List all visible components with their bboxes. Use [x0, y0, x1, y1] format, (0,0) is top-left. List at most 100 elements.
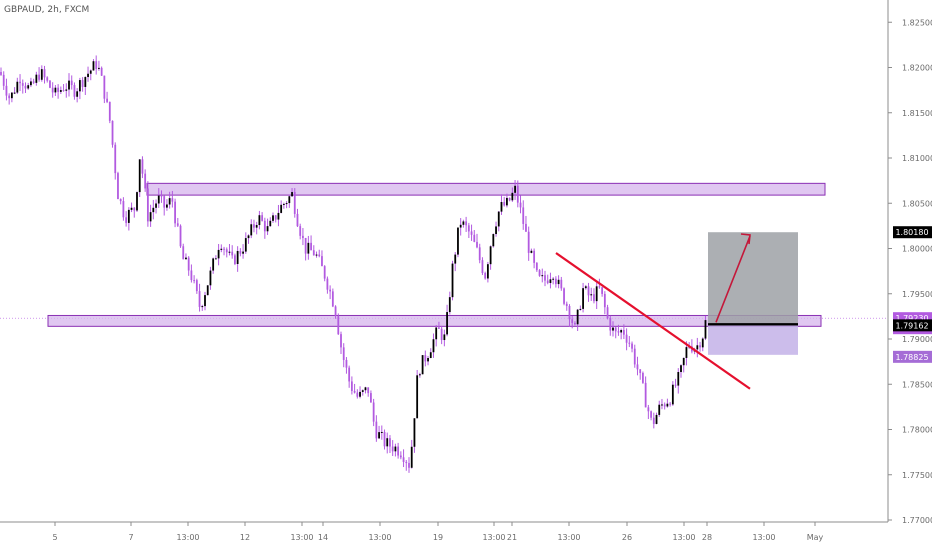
candle	[81, 77, 84, 92]
candle	[666, 398, 669, 408]
candle-body	[639, 369, 642, 373]
candle-body	[201, 306, 204, 308]
candle-body	[234, 255, 236, 265]
candle	[190, 264, 193, 283]
arrow-head	[740, 233, 751, 245]
target-price-tag-text: 1.80180	[895, 228, 928, 237]
candle-body	[10, 92, 13, 99]
candle	[49, 79, 51, 89]
candle	[117, 171, 119, 200]
candle	[427, 355, 429, 366]
candle	[516, 180, 519, 208]
candle	[527, 226, 530, 261]
candle-body	[193, 280, 196, 282]
x-tick-label: 26	[622, 533, 632, 542]
candle-body	[261, 215, 264, 221]
candle	[514, 179, 516, 200]
candle-body	[587, 286, 590, 296]
candle	[242, 244, 244, 259]
candle	[51, 82, 54, 98]
candle	[206, 285, 209, 296]
candle-body	[46, 77, 49, 81]
candle	[312, 245, 315, 256]
candle	[576, 308, 579, 332]
candle-body	[174, 201, 176, 224]
candle-body	[133, 207, 136, 211]
candle-body	[269, 220, 272, 227]
candle	[677, 368, 680, 394]
entry-price-tag: 1.79162	[893, 319, 932, 332]
candle	[231, 245, 234, 259]
candle	[179, 224, 182, 248]
candle-body	[125, 217, 128, 223]
candle	[462, 219, 465, 228]
candle-body	[68, 80, 70, 90]
candle-body	[467, 225, 470, 232]
candle-body	[138, 159, 141, 193]
x-tick-label: 13:00	[557, 533, 580, 542]
candle-body	[658, 404, 661, 415]
candle-body	[206, 285, 209, 296]
candle	[125, 211, 128, 227]
candle	[258, 210, 261, 230]
candle	[68, 73, 70, 97]
candle	[288, 194, 291, 208]
position-layer	[708, 232, 798, 355]
candle	[331, 288, 334, 308]
candle-body	[111, 120, 114, 145]
candle-body	[179, 225, 182, 247]
candle-body	[62, 90, 65, 92]
candle-body	[288, 196, 291, 204]
current-price-tag-text: 1.79230	[895, 314, 928, 323]
candle-body	[497, 211, 500, 227]
candle-body	[522, 207, 525, 224]
candle	[500, 194, 503, 215]
candle-body	[168, 198, 171, 205]
candle	[2, 71, 5, 90]
x-tick-label: 5	[52, 533, 57, 542]
candle	[57, 84, 60, 99]
candle-body	[429, 352, 432, 358]
candle	[214, 255, 217, 260]
candle-body	[27, 85, 30, 89]
candle	[19, 74, 21, 92]
candle-body	[533, 250, 536, 263]
candle	[481, 257, 484, 276]
candle-body	[225, 249, 228, 253]
candle-body	[155, 203, 157, 208]
candle-body	[391, 446, 394, 452]
candle-body	[440, 328, 443, 341]
candle-body	[408, 463, 410, 468]
candle	[438, 321, 440, 329]
candle	[364, 386, 367, 394]
candle	[644, 376, 647, 408]
candle	[152, 199, 155, 220]
candle	[533, 248, 536, 269]
candle-body	[549, 279, 552, 283]
candle	[95, 55, 98, 75]
candle	[584, 284, 587, 290]
candle-body	[622, 330, 625, 335]
candle-body	[149, 212, 152, 222]
candle	[0, 67, 2, 76]
candle-body	[187, 257, 190, 271]
candle-body	[579, 308, 582, 310]
candle-body	[239, 250, 242, 254]
candle-body	[685, 347, 688, 358]
x-tick-label: May	[807, 533, 824, 542]
candle-body	[582, 288, 584, 309]
stop-price-tag-text: 1.78825	[895, 353, 928, 362]
candle	[261, 212, 264, 222]
candle	[334, 305, 337, 319]
candle	[506, 193, 508, 208]
candle	[508, 197, 511, 202]
candle-body	[519, 202, 522, 208]
candle-body	[209, 270, 212, 286]
candle	[114, 142, 117, 180]
candle	[389, 435, 391, 454]
x-tick-label: 13:00	[752, 533, 775, 542]
candle-body	[171, 198, 174, 202]
candle	[486, 261, 489, 283]
candle	[546, 274, 549, 285]
